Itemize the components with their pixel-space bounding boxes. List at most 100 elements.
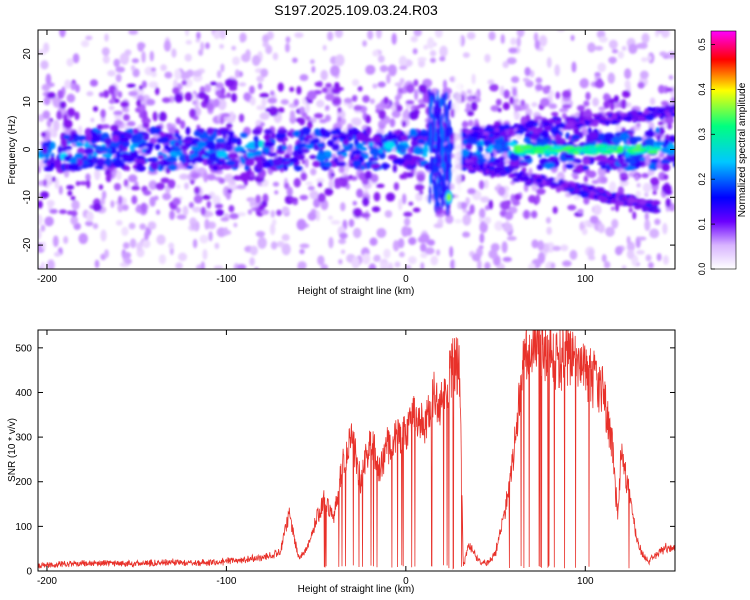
background-speckle (86, 91, 94, 97)
band-halo (226, 92, 232, 99)
background-speckle (542, 242, 550, 253)
x-tick-label: -100 (216, 576, 236, 587)
band-ridge (635, 144, 643, 148)
background-speckle (122, 251, 132, 259)
background-speckle (531, 239, 539, 249)
background-speckle (424, 247, 435, 255)
background-speckle (545, 217, 551, 224)
band-halo (189, 108, 197, 119)
main-band (119, 137, 129, 143)
band-halo (228, 86, 238, 91)
band-halo (299, 194, 309, 201)
background-speckle (462, 52, 470, 58)
background-speckle (640, 57, 648, 63)
main-band (333, 158, 339, 164)
lower-branch (606, 190, 611, 197)
band-halo (307, 120, 313, 129)
y-tick-label: 10 (22, 96, 33, 108)
background-speckle (535, 77, 543, 84)
spectrogram-y-axis-label: Frequency (Hz) (7, 116, 18, 185)
upper-branch (584, 119, 590, 125)
band-halo (229, 213, 239, 220)
band-halo (587, 170, 597, 178)
band-halo (353, 105, 363, 112)
background-speckle (423, 44, 429, 50)
main-band (365, 126, 372, 136)
background-speckle (340, 249, 346, 255)
main-band (489, 151, 495, 158)
band-halo (259, 92, 270, 98)
band-halo (521, 167, 527, 173)
background-speckle (64, 79, 72, 89)
main-band (288, 157, 298, 164)
main-band (233, 146, 245, 152)
background-speckle (413, 89, 419, 101)
background-speckle (40, 261, 46, 269)
background-speckle (292, 57, 298, 64)
band-halo (362, 196, 370, 207)
band-ridge (515, 148, 524, 152)
vertical-streak (428, 185, 432, 200)
band-halo (377, 81, 386, 88)
snr-series (38, 330, 675, 570)
background-speckle (562, 260, 572, 267)
background-speckle (158, 254, 167, 265)
main-band (664, 134, 670, 140)
hotspot (446, 193, 452, 202)
background-speckle (471, 253, 481, 262)
background-speckle (52, 235, 59, 248)
background-speckle (537, 252, 546, 264)
main-band (184, 136, 194, 141)
background-speckle (43, 96, 51, 106)
main-band (144, 148, 151, 155)
band-halo (258, 204, 265, 211)
band-halo (379, 124, 385, 129)
main-band (167, 164, 178, 171)
main-band (459, 148, 470, 157)
band-halo (418, 103, 427, 108)
background-speckle (592, 97, 599, 107)
spectrogram-y-ticks: -20 -10 0 10 20 (22, 48, 675, 252)
background-speckle (597, 62, 607, 73)
band-halo (255, 194, 261, 204)
background-speckle (339, 232, 348, 239)
background-speckle (636, 183, 641, 188)
band-halo (619, 172, 628, 179)
vertical-streak (445, 91, 448, 101)
upper-branch (510, 125, 517, 129)
background-speckle (85, 220, 94, 227)
band-halo (585, 91, 591, 101)
background-speckle (307, 185, 315, 191)
background-speckle (320, 263, 329, 269)
band-halo (422, 91, 430, 101)
background-speckle (149, 50, 155, 62)
main-band (595, 155, 601, 162)
main-band (135, 132, 143, 137)
band-halo (184, 91, 193, 102)
main-band (49, 162, 55, 169)
background-speckle (115, 66, 126, 73)
main-band (661, 163, 671, 172)
upper-branch (622, 116, 633, 122)
background-speckle (184, 30, 190, 37)
colorbar: 0.0 0.1 0.2 0.3 0.4 0.5 Normalized spectral a… (697, 30, 748, 275)
band-halo (265, 107, 271, 112)
main-band (196, 141, 207, 148)
band-halo (130, 185, 140, 191)
band-ridge (590, 150, 598, 154)
main-band (312, 160, 321, 168)
background-speckle (213, 30, 221, 40)
background-speckle (85, 173, 91, 182)
background-speckle (115, 73, 122, 83)
background-speckle (626, 235, 631, 245)
background-speckle (179, 173, 189, 180)
main-band (191, 157, 197, 165)
band-halo (376, 183, 385, 188)
band-halo (248, 85, 255, 95)
background-speckle (639, 70, 649, 80)
background-speckle (137, 42, 146, 49)
background-speckle (386, 73, 391, 84)
main-band (368, 142, 374, 147)
band-halo (307, 211, 317, 221)
main-band (304, 143, 314, 150)
